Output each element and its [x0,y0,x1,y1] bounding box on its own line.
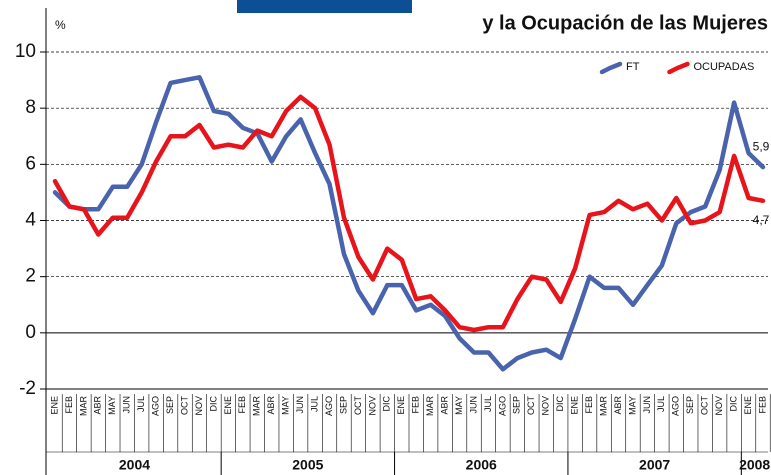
y-tick-label: 0 [25,322,36,343]
x-tick-label: ENE [49,396,59,415]
year-label: 2008 [739,457,770,473]
legend-label: OCUPADAS [693,61,754,73]
x-tick-label: JUN [642,396,652,414]
year-label: 2004 [119,457,150,473]
x-tick-label: NOV [541,396,551,416]
y-tick-label: 8 [25,97,36,118]
value-label: 5,9 [753,139,770,153]
x-tick-label: OCT [179,396,189,416]
x-tick-label: MAR [78,396,88,417]
x-tick-label: MAY [107,396,117,415]
x-tick-label: FEB [64,396,74,414]
x-tick-label: ENE [570,396,580,415]
x-tick-label: OCT [526,396,536,416]
x-tick-label: DIC [208,396,218,412]
x-tick-label: JUN [295,396,305,414]
year-label: 2005 [292,457,323,473]
y-tick-label: 2 [25,266,36,287]
x-tick-label: SEP [685,396,695,414]
x-tick-label: MAY [281,396,291,415]
year-label: 2007 [639,457,670,473]
x-tick-label: JUL [136,396,146,412]
x-tick-label: AGO [151,396,161,416]
x-tick-label: DIC [728,396,738,412]
x-tick-label: NOV [367,396,377,416]
x-tick-label: DIC [382,396,392,412]
title-bar [237,0,412,13]
legend-label: FT [626,61,640,73]
x-tick-label: AGO [671,396,681,416]
x-tick-label: MAR [252,396,262,417]
x-tick-label: NOV [714,396,724,416]
x-tick-label: ABR [613,396,623,415]
x-tick-label: SEP [165,396,175,414]
x-tick-label: FEB [237,396,247,414]
x-tick-label: JUL [309,396,319,412]
y-axis-label: % [55,18,66,32]
x-tick-label: ENE [223,396,233,415]
x-tick-label: ENE [396,396,406,415]
line-series [52,94,766,333]
x-tick-label: AGO [324,396,334,416]
x-tick-label: SEP [338,396,348,414]
x-tick-label: ENE [743,396,753,415]
x-tick-label: MAR [425,396,435,417]
value-label: 4,7 [753,213,770,227]
x-tick-label: MAY [627,396,637,415]
x-tick-label: ABR [439,396,449,415]
x-tick-label: FEB [584,396,594,414]
x-tick-label: MAR [598,396,608,417]
x-tick-label: AGO [497,396,507,416]
y-tick-label: 4 [25,210,36,231]
x-tick-label: ABR [93,396,103,415]
x-tick-label: NOV [194,396,204,416]
legend-swatch [667,61,690,75]
line-series [52,75,766,372]
x-tick-label: OCT [353,396,363,416]
x-tick-label: JUL [483,396,493,412]
x-tick-label: JUL [656,396,666,412]
x-tick-label: ABR [266,396,276,415]
y-tick-label: -2 [19,378,36,399]
chart-title: y la Ocupación de las Mujeres [482,12,768,34]
y-tick-label: 6 [25,153,36,174]
x-tick-label: JUN [122,396,132,414]
x-tick-label: OCT [700,396,710,416]
x-tick-label: JUN [468,396,478,414]
x-tick-label: SEP [512,396,522,414]
year-label: 2006 [466,457,497,473]
x-tick-label: DIC [555,396,565,412]
x-tick-label: FEB [757,396,767,414]
x-tick-label: FEB [411,396,421,414]
y-tick-label: 10 [15,41,36,62]
x-tick-label: MAY [454,396,464,415]
legend-swatch [599,61,623,75]
